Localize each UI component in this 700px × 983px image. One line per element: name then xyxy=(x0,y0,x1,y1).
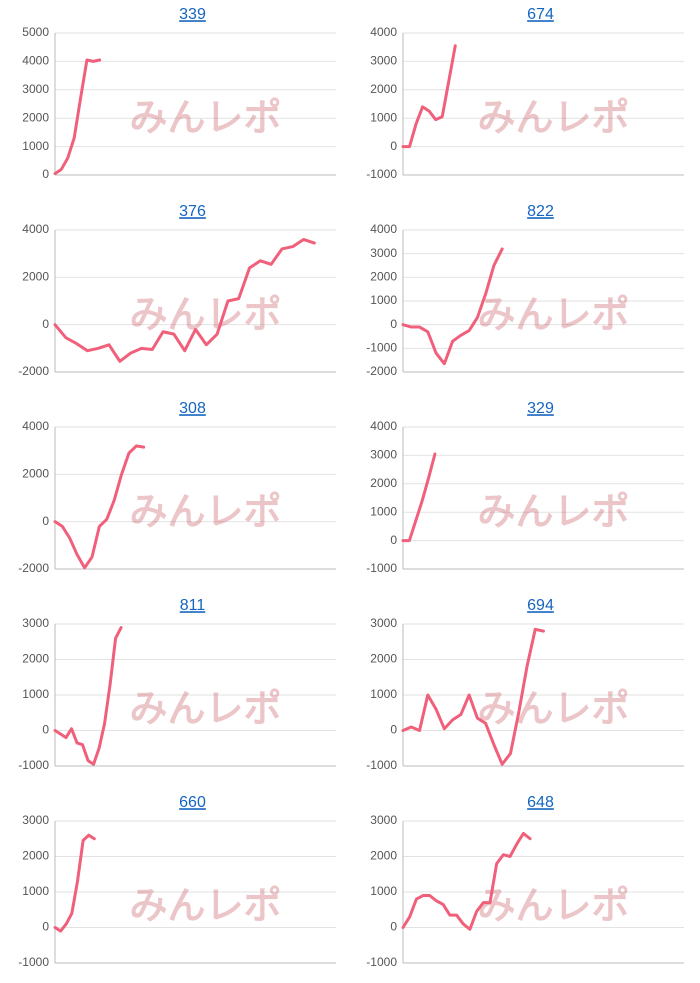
chart-panel: 822 -2000 -1000 0 1000 2000 3000 4000 みんレポ xyxy=(366,203,684,378)
y-tick-label: 0 xyxy=(390,723,397,737)
chart-panel: 329 -1000 0 1000 2000 3000 4000 みんレポ xyxy=(366,400,684,575)
y-tick-label: 0 xyxy=(42,723,49,737)
data-line xyxy=(401,247,504,366)
chart-panel: 376 -2000 0 2000 4000 みんレポ xyxy=(18,203,336,378)
watermark: みんレポ xyxy=(477,96,629,140)
y-tick-label: 2000 xyxy=(22,270,49,284)
y-tick-label: -1000 xyxy=(366,561,397,575)
chart-title[interactable]: 674 xyxy=(527,6,554,23)
y-tick-label: -1000 xyxy=(366,167,397,181)
y-tick-label: 3000 xyxy=(22,813,49,827)
watermark: みんレポ xyxy=(129,293,281,337)
y-tick-label: 2000 xyxy=(370,270,397,284)
y-tick-label: -1000 xyxy=(18,758,49,772)
data-line xyxy=(53,58,102,176)
chart-panel: 694 -1000 0 1000 2000 3000 みんレポ xyxy=(366,597,684,772)
y-tick-label: 4000 xyxy=(370,222,397,236)
watermark: みんレポ xyxy=(477,490,629,534)
y-tick-label: 0 xyxy=(42,514,49,528)
y-tick-label: -2000 xyxy=(366,364,397,378)
y-tick-label: -1000 xyxy=(366,955,397,969)
y-tick-label: 1000 xyxy=(22,687,49,701)
data-line xyxy=(53,237,316,363)
y-tick-label: 1000 xyxy=(370,687,397,701)
y-tick-label: 3000 xyxy=(22,82,49,96)
y-tick-label: 3000 xyxy=(370,813,397,827)
watermark: みんレポ xyxy=(477,293,629,337)
chart-panel: 339 0 1000 2000 3000 4000 5000 みんレポ xyxy=(22,6,336,181)
y-tick-label: -1000 xyxy=(366,341,397,355)
data-line xyxy=(53,444,146,570)
y-tick-label: 1000 xyxy=(22,139,49,153)
y-tick-label: 4000 xyxy=(22,54,49,68)
y-tick-label: 2000 xyxy=(22,110,49,124)
y-tick-label: 3000 xyxy=(370,246,397,260)
watermark: みんレポ xyxy=(477,884,629,928)
y-tick-label: 2000 xyxy=(370,849,397,863)
y-tick-label: 1000 xyxy=(370,293,397,307)
y-tick-label: 2000 xyxy=(370,82,397,96)
y-tick-label: 0 xyxy=(42,920,49,934)
y-tick-label: 1000 xyxy=(22,884,49,898)
chart-title[interactable]: 376 xyxy=(179,203,206,220)
data-line xyxy=(53,833,96,933)
watermark: みんレポ xyxy=(129,96,281,140)
watermark: みんレポ xyxy=(129,884,281,928)
y-tick-label: 3000 xyxy=(22,616,49,630)
y-tick-label: 0 xyxy=(42,317,49,331)
y-tick-label: 4000 xyxy=(370,419,397,433)
y-tick-label: 0 xyxy=(390,533,397,547)
y-tick-label: 3000 xyxy=(370,448,397,462)
data-line xyxy=(401,831,532,931)
y-tick-label: 0 xyxy=(390,920,397,934)
data-line xyxy=(53,626,123,766)
chart-title[interactable]: 339 xyxy=(179,6,206,23)
y-tick-label: 2000 xyxy=(22,467,49,481)
y-tick-label: 0 xyxy=(390,139,397,153)
chart-panel: 674 -1000 0 1000 2000 3000 4000 みんレポ xyxy=(366,6,684,181)
y-tick-label: 3000 xyxy=(370,616,397,630)
chart-title[interactable]: 648 xyxy=(527,794,554,811)
y-tick-label: 2000 xyxy=(22,849,49,863)
chart-panel: 308 -2000 0 2000 4000 みんレポ xyxy=(18,400,336,575)
y-tick-label: 0 xyxy=(390,317,397,331)
y-tick-label: -2000 xyxy=(18,561,49,575)
y-tick-label: 1000 xyxy=(370,884,397,898)
y-tick-label: 2000 xyxy=(370,476,397,490)
y-tick-label: -2000 xyxy=(18,364,49,378)
y-tick-label: 3000 xyxy=(370,54,397,68)
chart-title[interactable]: 308 xyxy=(179,400,206,417)
y-tick-label: 4000 xyxy=(22,419,49,433)
chart-panel: 648 -1000 0 1000 2000 3000 みんレポ xyxy=(366,794,684,969)
y-tick-label: 4000 xyxy=(370,25,397,39)
y-tick-label: 1000 xyxy=(370,504,397,518)
data-line xyxy=(401,627,545,766)
data-line xyxy=(401,452,437,543)
y-tick-label: 5000 xyxy=(22,25,49,39)
y-tick-label: 2000 xyxy=(370,652,397,666)
y-tick-label: 1000 xyxy=(370,110,397,124)
watermark: みんレポ xyxy=(477,687,629,731)
y-tick-label: -1000 xyxy=(18,955,49,969)
chart-panel: 811 -1000 0 1000 2000 3000 みんレポ xyxy=(18,597,336,772)
chart-panel: 660 -1000 0 1000 2000 3000 みんレポ xyxy=(18,794,336,969)
chart-title[interactable]: 811 xyxy=(180,597,206,614)
chart-title[interactable]: 329 xyxy=(527,400,554,417)
data-line xyxy=(401,44,457,149)
watermark: みんレポ xyxy=(129,490,281,534)
y-tick-label: 0 xyxy=(42,167,49,181)
watermark: みんレポ xyxy=(129,687,281,731)
y-tick-label: 2000 xyxy=(22,652,49,666)
chart-title[interactable]: 694 xyxy=(527,597,554,614)
y-tick-label: 4000 xyxy=(22,222,49,236)
y-tick-label: -1000 xyxy=(366,758,397,772)
chart-title[interactable]: 822 xyxy=(527,203,554,220)
chart-title[interactable]: 660 xyxy=(179,794,206,811)
